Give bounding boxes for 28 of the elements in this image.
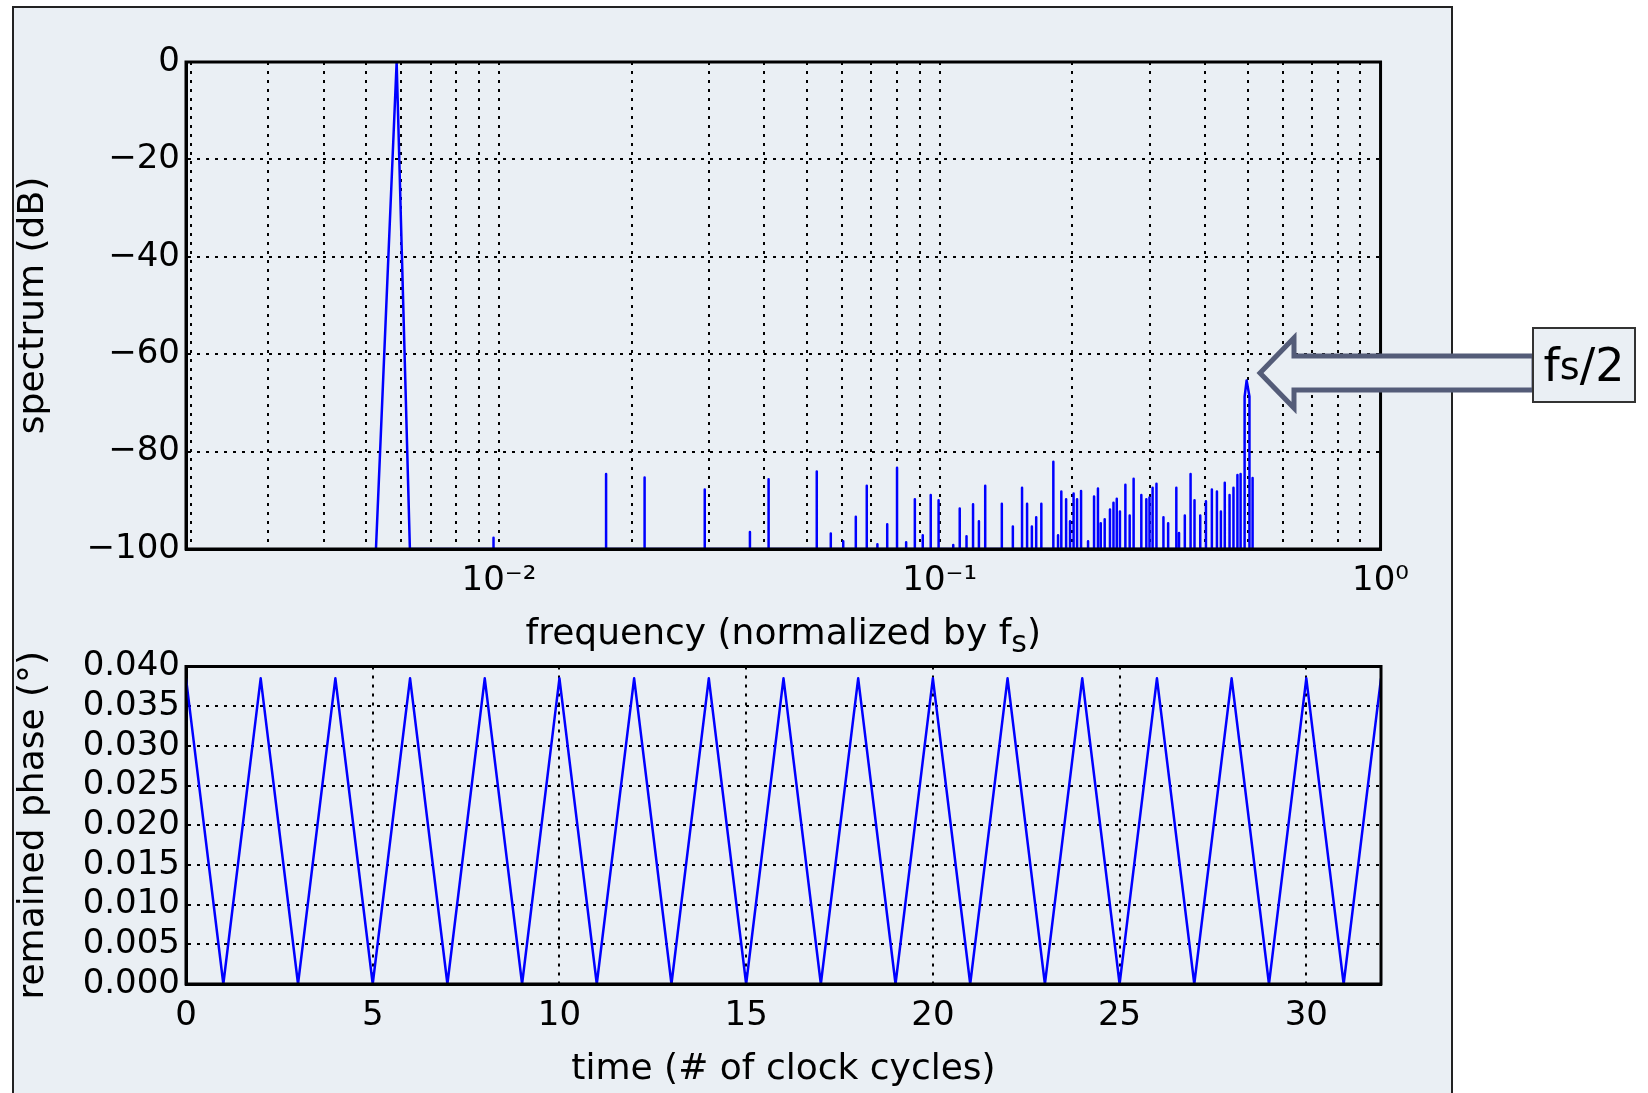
x-tick-label: 5 — [361, 993, 384, 1034]
x-tick-label: 10⁻² — [461, 558, 537, 599]
y-tick-label: −60 — [108, 331, 180, 372]
y-tick-label: −100 — [86, 525, 180, 566]
y-tick-label: 0.025 — [82, 762, 180, 803]
x-axis-title: frequency (normalized by f$_{s}$) — [524, 611, 1042, 660]
y-tick-label: 0.005 — [82, 921, 180, 962]
x-tick-label: 15 — [724, 993, 768, 1034]
y-tick-label: 0.000 — [82, 960, 180, 1001]
y-tick-label: −20 — [108, 136, 180, 177]
y-tick-label: −80 — [108, 428, 180, 469]
y-tick-label: 0.040 — [82, 643, 180, 684]
x-tick-label: 20 — [911, 993, 955, 1034]
y-tick-label: 0.010 — [82, 881, 180, 922]
y-axis-title: remained phase (°) — [9, 650, 51, 1000]
y-tick-label: −40 — [108, 233, 180, 274]
x-tick-label: 10 — [537, 993, 582, 1034]
x-axis-title: time (# of clock cycles) — [570, 1046, 997, 1087]
y-tick-label: 0.020 — [82, 802, 180, 843]
y-tick-label: 0 — [158, 38, 180, 79]
y-axis-title: spectrum (dB) — [9, 176, 51, 435]
x-tick-label: 10⁻¹ — [902, 558, 978, 599]
x-tick-label: 10⁰ — [1352, 558, 1410, 599]
y-tick-label: 0.030 — [82, 722, 180, 763]
y-tick-label: 0.035 — [82, 682, 180, 723]
x-tick-label: 25 — [1097, 993, 1142, 1034]
x-tick-label: 30 — [1284, 993, 1328, 1034]
y-tick-label: 0.015 — [82, 841, 180, 882]
